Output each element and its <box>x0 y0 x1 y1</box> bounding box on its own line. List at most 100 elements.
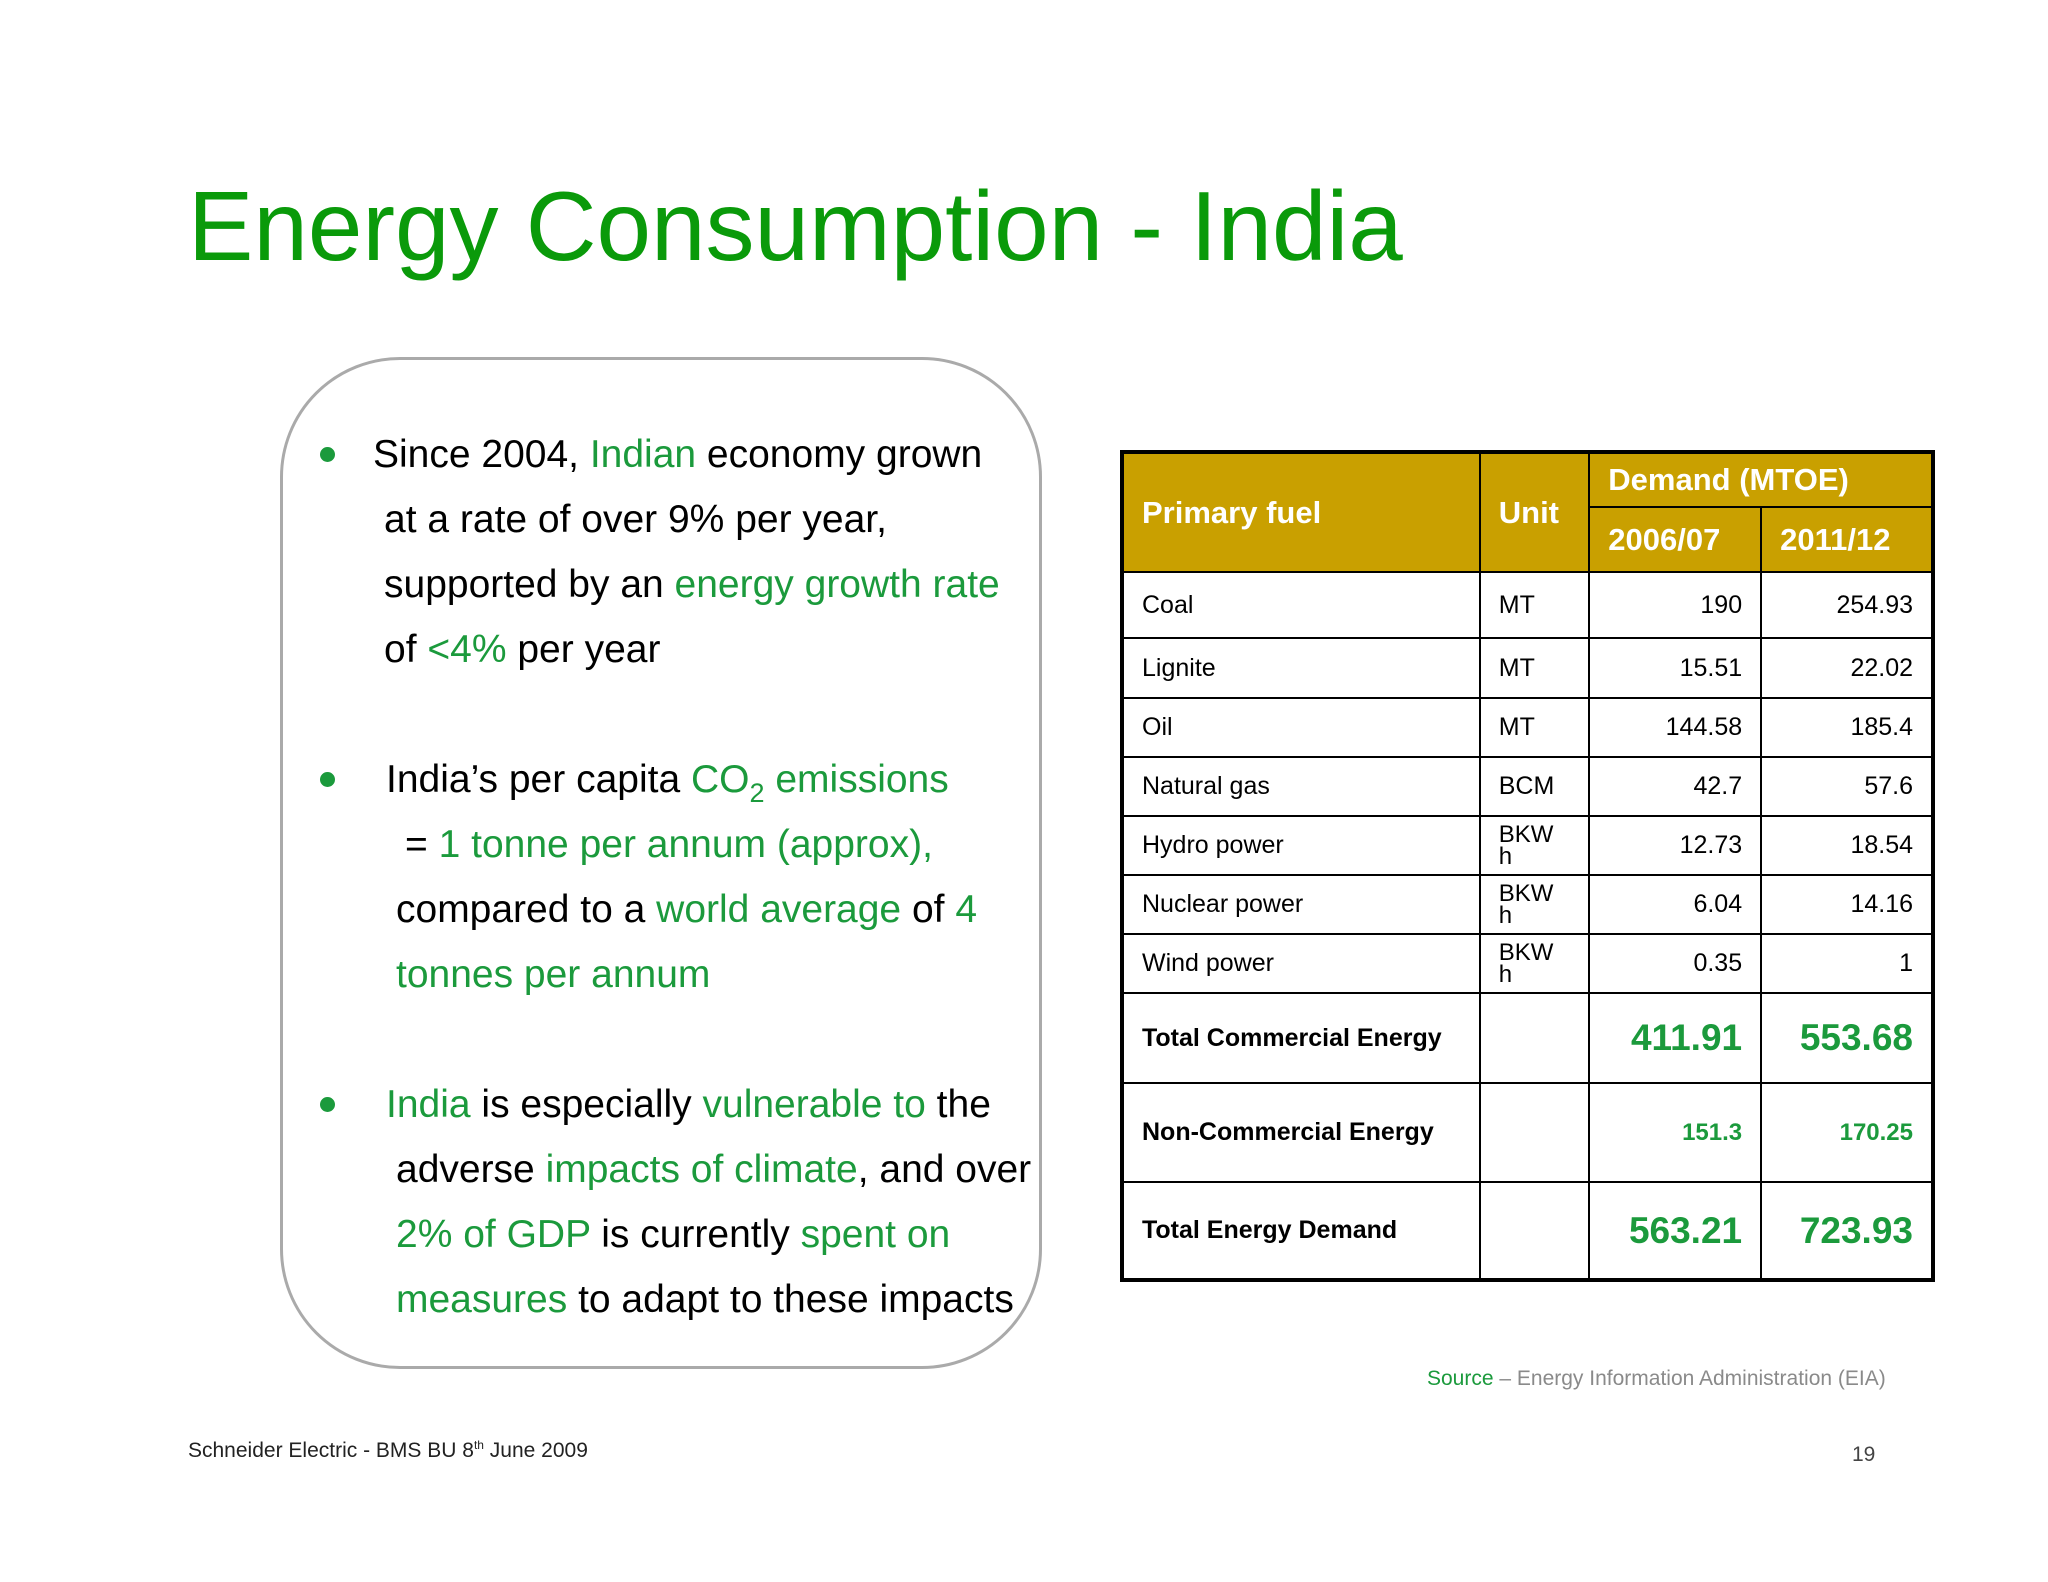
text-run: is especially <box>470 1083 703 1126</box>
value-cell: 18.54 <box>1760 815 1934 876</box>
unit-cell <box>1478 1082 1591 1183</box>
unit-cell <box>1478 1181 1591 1281</box>
total-value-cell: 723.93 <box>1760 1181 1934 1281</box>
unit-cell: MT <box>1478 697 1591 758</box>
total-value-cell: 151.3 <box>1588 1082 1763 1183</box>
value-cell: 12.73 <box>1588 815 1763 876</box>
text-run: = <box>405 823 439 866</box>
slide-title: Energy Consumption - India <box>188 171 1403 281</box>
value-cell: 0.35 <box>1588 933 1763 994</box>
table-row: Hydro power BKW h 12.73 18.54 <box>1121 815 1934 876</box>
fuel-cell: Coal <box>1121 571 1481 639</box>
text-run: to adapt to these impacts <box>567 1278 1014 1321</box>
header-year-2: 2011/12 <box>1760 506 1934 573</box>
text-run-highlight: Indian <box>589 433 697 476</box>
text-run-highlight: India <box>386 1083 471 1126</box>
unit-text: h <box>1498 842 1513 870</box>
text-run-highlight: world average <box>656 888 902 931</box>
fuel-cell: Nuclear power <box>1121 874 1481 935</box>
table-total-row: Non-Commercial Energy 151.3 170.25 <box>1121 1082 1934 1183</box>
table-subheader-row: 2006/07 2011/12 <box>1122 506 1934 573</box>
text-run: the <box>925 1083 991 1126</box>
bullet-3-line-4: measures to adapt to these impacts <box>396 1267 1014 1332</box>
fuel-cell: Wind power <box>1121 933 1481 994</box>
text-run-highlight: 2% of GDP <box>396 1213 591 1256</box>
text-run: supported by an <box>384 563 675 606</box>
table-total-row: Total Energy Demand 563.21 723.93 <box>1121 1181 1934 1281</box>
co2-text: CO <box>690 758 750 801</box>
unit-text: BKW <box>1498 879 1554 907</box>
text-run-highlight: impacts of climate <box>545 1148 858 1191</box>
co2-subscript: 2 <box>749 778 765 808</box>
fuel-cell: Oil <box>1121 697 1481 758</box>
footer-text: Schneider Electric - BMS BU 8th June 200… <box>188 1438 588 1463</box>
fuel-cell: Lignite <box>1121 637 1481 699</box>
rounded-text-panel <box>280 357 1042 1369</box>
header-demand: Demand (MTOE) <box>1588 451 1934 508</box>
unit-cell: MT <box>1478 637 1591 699</box>
unit-text: h <box>1498 960 1513 988</box>
fuel-cell: Hydro power <box>1121 815 1481 876</box>
text-run-highlight: emissions <box>764 758 949 801</box>
total-label-cell: Non-Commercial Energy <box>1121 1082 1481 1183</box>
text-run-highlight: measures <box>396 1278 568 1321</box>
text-run-highlight: 4 <box>955 888 978 931</box>
bullet-2-line-4: tonnes per annum <box>396 953 711 996</box>
text-run-highlight: 1 tonne per annum (approx), <box>438 823 933 866</box>
value-cell: 22.02 <box>1760 637 1934 699</box>
text-run: compared to a <box>396 888 657 931</box>
text-run-highlight: <4% <box>427 628 507 671</box>
unit-cell: MT <box>1478 571 1591 639</box>
text-run-highlight: vulnerable to <box>702 1083 926 1126</box>
bullet-1-line-4: of <4% per year <box>384 617 660 682</box>
bullet-2-line-1: India’s per capita CO2 emissions <box>386 747 949 812</box>
text-run: Since 2004, <box>373 433 590 476</box>
text-run: of <box>901 888 956 931</box>
total-label-cell: Total Energy Demand <box>1121 1181 1481 1281</box>
bullet-1-line-2: at a rate of over 9% per year, <box>384 498 887 541</box>
total-value-cell: 553.68 <box>1760 992 1934 1084</box>
energy-demand-table: Primary fuel Unit Demand (MTOE) 2006/07 … <box>1120 450 1935 1282</box>
footer-superscript: th <box>473 1438 484 1452</box>
table-row: Nuclear power BKW h 6.04 14.16 <box>1121 874 1934 935</box>
header-primary-fuel: Primary fuel <box>1121 451 1481 573</box>
header-unit: Unit <box>1478 451 1591 573</box>
unit-cell <box>1478 992 1591 1084</box>
unit-cell: BKW h <box>1478 815 1591 876</box>
bullet-dot-3 <box>320 1097 335 1112</box>
value-cell: 144.58 <box>1588 697 1763 758</box>
table-total-row: Total Commercial Energy 411.91 553.68 <box>1121 992 1934 1084</box>
text-run: , and over <box>857 1148 1032 1191</box>
text-run: economy grown <box>696 433 983 476</box>
source-label: Source <box>1427 1367 1494 1390</box>
fuel-cell: Natural gas <box>1121 756 1481 817</box>
value-cell: 14.16 <box>1760 874 1934 935</box>
page-number: 19 <box>1852 1443 1876 1466</box>
value-cell: 57.6 <box>1760 756 1934 817</box>
unit-cell: BKW h <box>1478 933 1591 994</box>
total-label-cell: Total Commercial Energy <box>1121 992 1481 1084</box>
total-value-cell: 170.25 <box>1760 1082 1934 1183</box>
unit-text: h <box>1498 901 1513 929</box>
table-header-row: Primary fuel Unit Demand (MTOE) <box>1121 451 1934 573</box>
text-run: of <box>384 628 428 671</box>
header-year-1: 2006/07 <box>1588 506 1763 573</box>
bullet-2-line-2: = 1 tonne per annum (approx), <box>405 812 933 877</box>
bullet-1-line-3: supported by an energy growth rate <box>384 552 1000 617</box>
table-row: Coal MT 190 254.93 <box>1121 571 1934 639</box>
bullet-3-line-3: 2% of GDP is currently spent on <box>396 1202 950 1267</box>
source-text: – Energy Information Administration (EIA… <box>1493 1367 1886 1390</box>
value-cell: 254.93 <box>1760 571 1934 639</box>
unit-cell: BCM <box>1478 756 1591 817</box>
footer-main: Schneider Electric - BMS BU 8 <box>188 1439 474 1462</box>
bullet-3-line-2: adverse impacts of climate, and over <box>396 1137 1031 1202</box>
total-value-cell: 563.21 <box>1588 1181 1763 1281</box>
text-run-highlight: energy growth rate <box>674 563 1000 606</box>
text-run: India’s per capita <box>386 758 691 801</box>
text-run-highlight: spent on <box>800 1213 951 1256</box>
bullet-dot-2 <box>320 772 335 787</box>
unit-cell: BKW h <box>1478 874 1591 935</box>
bullet-1-line-1: Since 2004, Indian economy grown <box>373 422 982 487</box>
bullet-2-line-3: compared to a world average of 4 <box>396 877 977 942</box>
bullet-3-line-1: India is especially vulnerable to the <box>386 1072 991 1137</box>
